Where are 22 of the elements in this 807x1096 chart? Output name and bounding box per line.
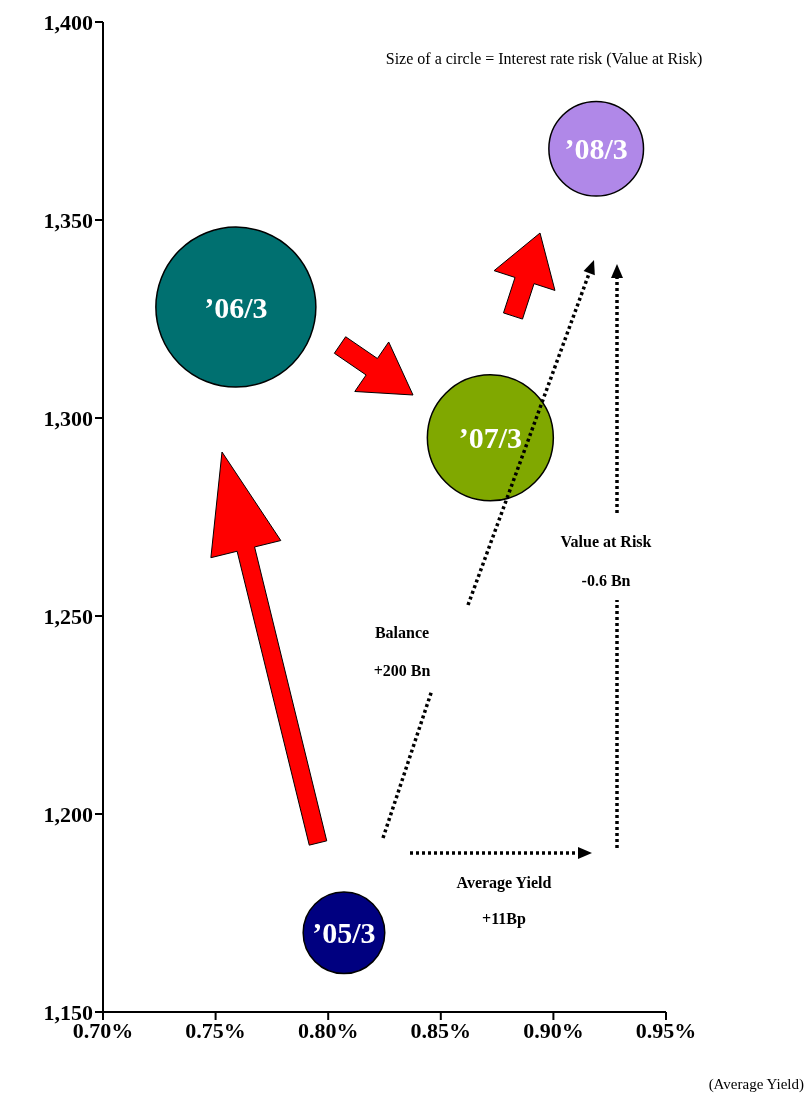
x-tick-label: 0.75% [185,1017,246,1043]
annotation: Average Yield [456,874,552,892]
annotation: +200 Bn [373,662,431,679]
y-tick-label: 1,350 [43,207,93,233]
x-tick-label: 0.90% [523,1017,584,1043]
series-label: ’08/3 [564,132,628,166]
y-tick-label: 1,200 [43,801,93,827]
annotation: Balance [374,624,430,641]
annotation: Size of a circle = Interest rate risk (Value at Risk) [385,50,703,68]
x-tick-label: 0.95% [635,1017,697,1043]
annotation: +11Bp [482,910,526,928]
series-label: ’05/3 [312,916,376,950]
x-tick-label: 0.80% [297,1017,359,1043]
y-tick-label: 1,400 [43,9,93,35]
series-label: ’07/3 [458,421,523,455]
x-axis-title: (Average Yield) [708,1076,804,1093]
x-tick-label: 0.85% [410,1017,472,1043]
series-label: ’06/3 [204,290,268,324]
y-tick-label: 1,300 [43,405,93,431]
y-tick-label: 1,250 [43,603,93,629]
annotation: Value at Risk [560,533,652,550]
annotation: -0.6 Bn [581,572,631,589]
